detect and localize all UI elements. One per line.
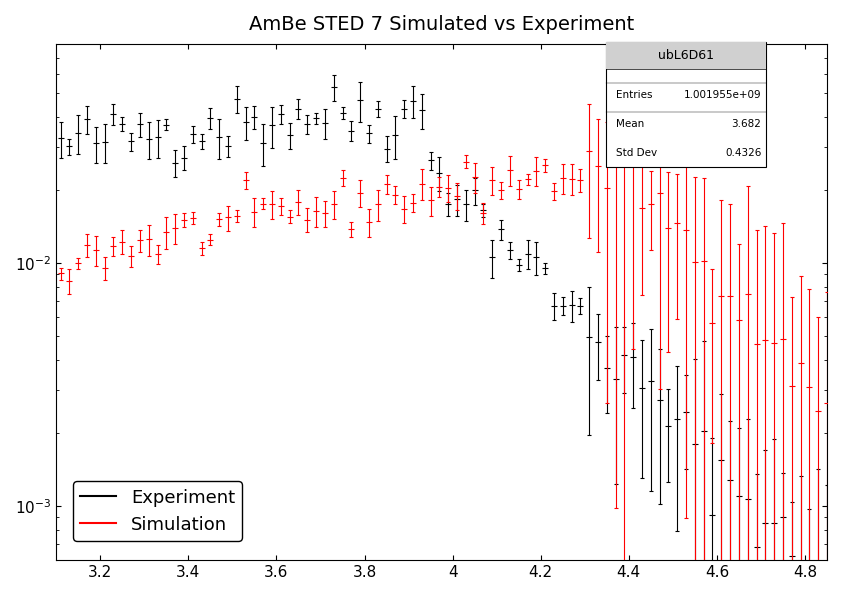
Bar: [606, 42, 766, 69]
Text: 0.4326: 0.4326: [725, 148, 761, 158]
Text: Mean: Mean: [616, 119, 644, 129]
Text: 1.001955e+09: 1.001955e+09: [684, 90, 761, 101]
Text: ubL6D61: ubL6D61: [658, 49, 714, 62]
Legend: Experiment, Simulation: Experiment, Simulation: [73, 481, 242, 541]
Text: Std Dev: Std Dev: [616, 148, 657, 158]
Title: AmBe STED 7 Simulated vs Experiment: AmBe STED 7 Simulated vs Experiment: [249, 15, 634, 34]
Text: Entries: Entries: [616, 90, 653, 101]
Text: 3.682: 3.682: [732, 119, 761, 129]
